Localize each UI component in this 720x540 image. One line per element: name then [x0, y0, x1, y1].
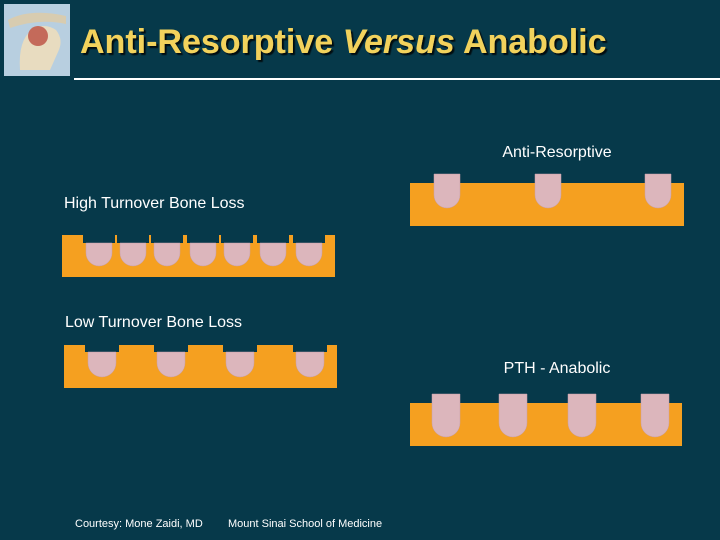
- pit-notch: [293, 235, 325, 243]
- resorption-pit: [189, 242, 217, 267]
- title-italic: Versus: [343, 23, 455, 61]
- resorption-pit: [153, 242, 181, 267]
- panel-label: Low Turnover Bone Loss: [65, 314, 242, 331]
- resorption-pit: [567, 393, 597, 438]
- resorption-pit: [534, 173, 562, 209]
- resorption-pit: [295, 242, 323, 267]
- panel-label: High Turnover Bone Loss: [64, 195, 245, 212]
- resorption-pit: [119, 242, 147, 267]
- pit-notch: [151, 235, 183, 243]
- slide-title: Anti-Resorptive Versus Anabolic: [80, 23, 607, 61]
- resorption-pit: [223, 242, 251, 267]
- pit-notch: [85, 345, 119, 352]
- pit-notch: [221, 235, 253, 243]
- resorption-pit: [433, 173, 461, 209]
- resorption-pit: [85, 242, 113, 267]
- resorption-pit: [498, 393, 528, 438]
- resorption-pit: [87, 351, 117, 378]
- resorption-pit: [259, 242, 287, 267]
- pit-notch: [117, 235, 149, 243]
- pit-notch: [83, 235, 115, 243]
- pit-notch: [223, 345, 257, 352]
- hip-icon: [4, 4, 70, 76]
- pit-notch: [257, 235, 289, 243]
- pit-notch: [187, 235, 219, 243]
- resorption-pit: [431, 393, 461, 438]
- resorption-pit: [644, 173, 672, 209]
- panel-label: Anti-Resorptive: [502, 144, 611, 161]
- panel-label: PTH - Anabolic: [504, 360, 611, 377]
- footer-credit: Courtesy: Mone Zaidi, MD: [75, 518, 203, 530]
- bone-diagrams: [62, 173, 684, 446]
- resorption-pit: [640, 393, 670, 438]
- title-part: Anti-Resorptive: [80, 23, 333, 61]
- pit-notch: [154, 345, 188, 352]
- footer-institution: Mount Sinai School of Medicine: [228, 518, 382, 530]
- resorption-pit: [225, 351, 255, 378]
- resorption-pit: [295, 351, 325, 378]
- resorption-pit: [156, 351, 186, 378]
- title-part: Anabolic: [463, 23, 607, 61]
- pit-notch: [293, 345, 327, 352]
